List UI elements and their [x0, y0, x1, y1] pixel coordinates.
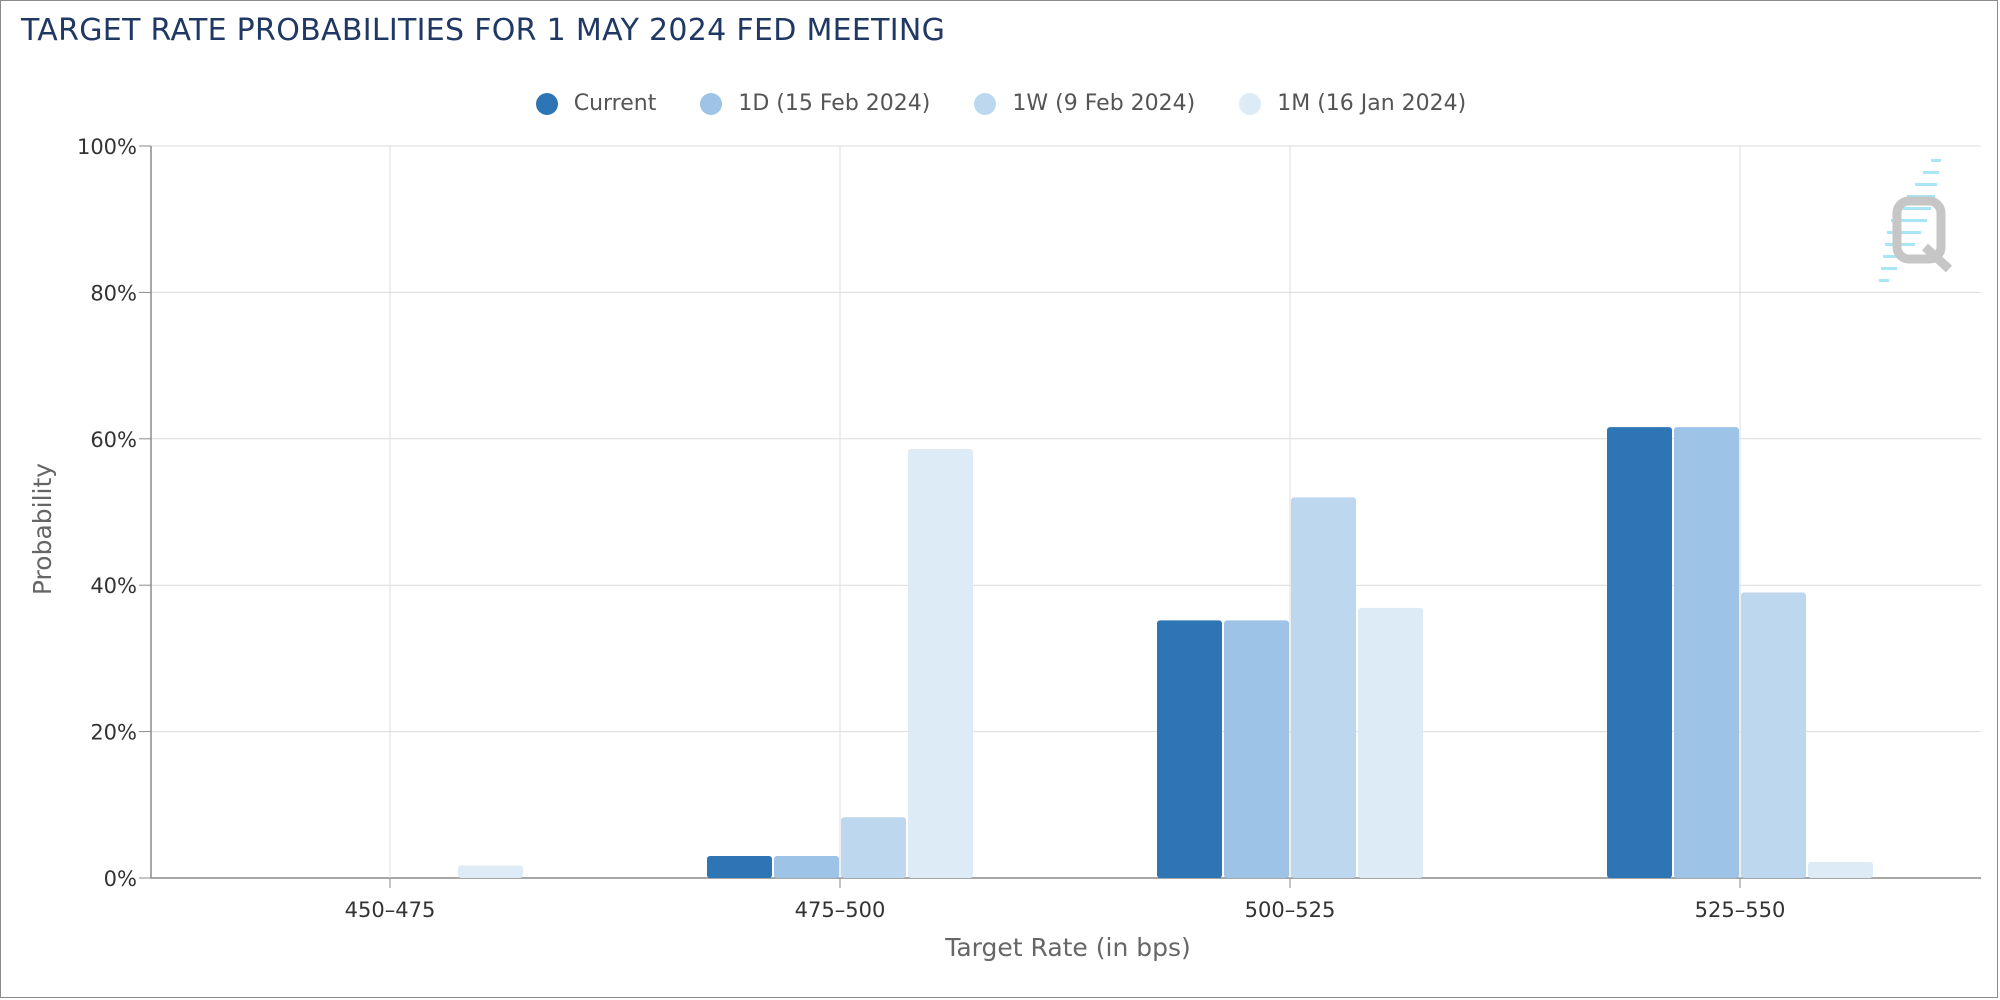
legend-label-1d: 1D (15 Feb 2024)	[738, 91, 931, 116]
y-tick-label: 80%	[90, 281, 137, 305]
x-tick-label: 475–500	[795, 898, 886, 922]
bar-1w-2[interactable]	[1291, 497, 1356, 878]
bar-1m-3[interactable]	[1808, 861, 1873, 878]
legend-item-1w[interactable]: 1W (9 Feb 2024)	[974, 91, 1195, 116]
logo-watermark-icon	[1879, 159, 1953, 282]
x-tick-label: 450–475	[345, 898, 436, 922]
chart-axes: 0% 20% 40% 60% 80% 100% 450–475 475–500 500–525 5…	[77, 135, 1785, 922]
bar-1d-3[interactable]	[1674, 427, 1739, 878]
bar-1w-3[interactable]	[1741, 592, 1806, 878]
legend-label-1w: 1W (9 Feb 2024)	[1012, 91, 1196, 116]
y-tick-label: 20%	[90, 721, 137, 745]
legend-item-1m[interactable]: 1M (16 Jan 2024)	[1239, 91, 1466, 116]
legend-marker-1d	[700, 92, 723, 115]
y-axis-label: Probability	[28, 463, 57, 595]
x-tick-label: 525–550	[1695, 898, 1786, 922]
bar-current-3[interactable]	[1607, 427, 1672, 878]
bar-1m-0[interactable]	[458, 865, 523, 878]
legend-marker-1m	[1239, 92, 1262, 115]
chart-title: TARGET RATE PROBABILITIES FOR 1 MAY 2024…	[21, 13, 946, 48]
y-tick-label: 0%	[104, 867, 137, 891]
x-tick-label: 500–525	[1245, 898, 1336, 922]
bar-1m-2[interactable]	[1358, 607, 1423, 878]
bar-1m-1[interactable]	[908, 449, 973, 878]
bar-current-1[interactable]	[707, 856, 772, 878]
bar-1d-1[interactable]	[774, 856, 839, 878]
legend-marker-current	[535, 92, 558, 115]
bar-1w-1[interactable]	[841, 817, 906, 878]
chart-bars	[458, 427, 1873, 878]
y-tick-label: 40%	[90, 574, 137, 598]
legend-label-current: Current	[573, 91, 657, 116]
legend-item-1d[interactable]: 1D (15 Feb 2024)	[700, 91, 930, 116]
legend-label-1m: 1M (16 Jan 2024)	[1277, 91, 1467, 116]
legend-marker-1w	[974, 92, 997, 115]
bar-1d-2[interactable]	[1224, 620, 1289, 878]
chart-legend: Current 1D (15 Feb 2024) 1W (9 Feb 2024)…	[1, 91, 2000, 116]
y-tick-label: 60%	[90, 428, 137, 452]
x-axis-label: Target Rate (in bps)	[944, 933, 1191, 962]
legend-item-current[interactable]: Current	[535, 91, 657, 116]
y-tick-label: 100%	[77, 135, 137, 159]
bar-current-2[interactable]	[1157, 620, 1222, 878]
